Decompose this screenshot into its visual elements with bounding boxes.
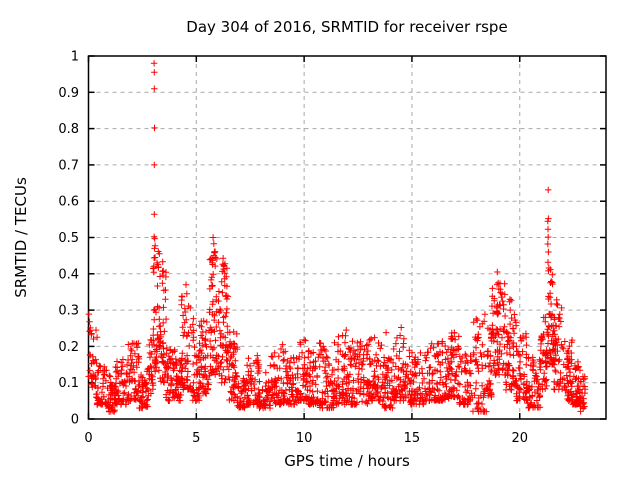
y-tick-label: 0.4 <box>58 267 79 282</box>
y-tick-label: 0.2 <box>58 340 79 355</box>
x-axis-label: GPS time / hours <box>284 452 410 470</box>
y-axis-label: SRMTID / TECUs <box>12 177 30 298</box>
y-tick-label: 1 <box>71 50 79 65</box>
y-tick-label: 0.1 <box>58 376 79 391</box>
tick-labels: 00.10.20.30.40.50.60.70.80.910 5 10 15 20 <box>58 50 528 447</box>
x-tick-label: 15 <box>404 431 421 446</box>
y-tick-label: 0.9 <box>58 86 79 101</box>
x-tick-label: 10 <box>296 431 313 446</box>
scatter-series <box>85 60 589 415</box>
data-points <box>85 60 589 415</box>
chart-title: Day 304 of 2016, SRMTID for receiver rsp… <box>186 18 507 36</box>
plot-border <box>87 55 607 420</box>
y-tick-label: 0.6 <box>58 195 79 210</box>
x-tick-label: 5 <box>192 431 200 446</box>
y-tick-label: 0.7 <box>58 158 79 173</box>
x-tick-label: 0 <box>84 431 92 446</box>
y-tick-label: 0.5 <box>58 231 79 246</box>
y-tick-label: 0.8 <box>58 122 79 137</box>
y-tick-label: 0 <box>71 413 79 428</box>
x-tick-label: 20 <box>511 431 528 446</box>
y-tick-label: 0.3 <box>58 304 79 319</box>
